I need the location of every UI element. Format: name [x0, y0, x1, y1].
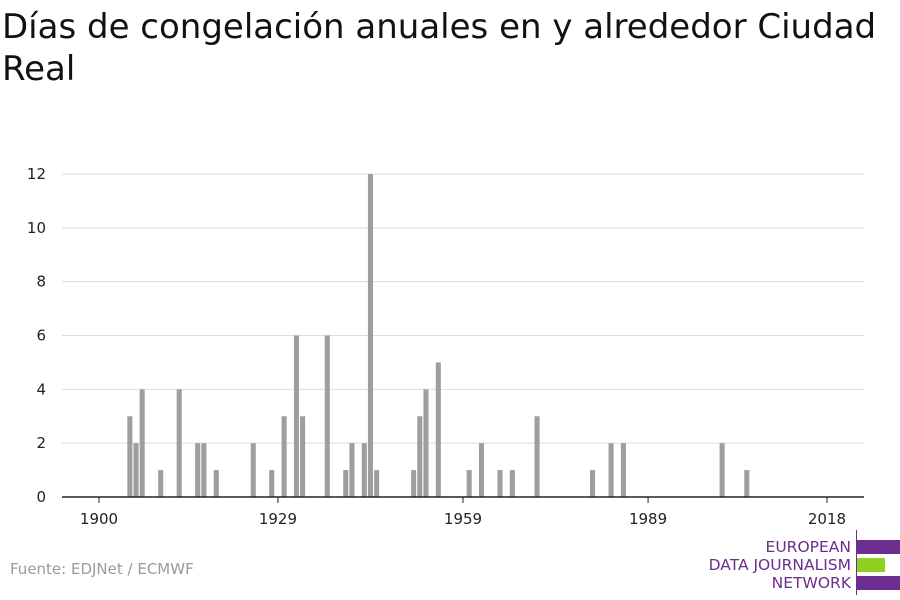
- logo-line-3: NETWORK: [771, 574, 851, 592]
- y-tick-label: 8: [36, 273, 46, 291]
- bar: [478, 443, 485, 497]
- source-note: Fuente: EDJNet / ECMWF: [10, 560, 194, 578]
- bars: [127, 174, 750, 497]
- y-tick-label: 12: [27, 165, 46, 183]
- bar: [417, 416, 423, 497]
- bar: [719, 443, 725, 497]
- bar: [158, 470, 164, 497]
- x-tick-label: 1989: [629, 510, 667, 528]
- bar: [213, 470, 219, 497]
- bar: [139, 389, 145, 497]
- logo-bar-middle: [857, 558, 885, 572]
- bar: [176, 389, 182, 497]
- bar: [300, 416, 306, 497]
- x-tick-label: 2018: [808, 510, 846, 528]
- chart-title: Días de congelación anuales en y alreded…: [2, 7, 877, 89]
- bar: [367, 174, 373, 497]
- bar: [195, 443, 201, 497]
- bar: [133, 443, 139, 497]
- bar: [361, 443, 367, 497]
- bar: [590, 470, 596, 497]
- bar: [423, 389, 429, 497]
- bar: [435, 362, 441, 497]
- bar: [744, 470, 750, 497]
- bar: [466, 470, 472, 497]
- bar: [374, 470, 380, 497]
- x-axis: [62, 496, 864, 503]
- bar: [608, 443, 614, 497]
- bar: [497, 470, 503, 497]
- logo-bar-top: [857, 540, 900, 554]
- x-tick-label: 1929: [259, 510, 297, 528]
- bar: [534, 416, 540, 497]
- gridlines: [62, 173, 864, 444]
- logo-line-1: EUROPEAN: [765, 538, 851, 556]
- bar: [281, 416, 287, 497]
- bar: [509, 470, 515, 497]
- y-tick-label: 10: [27, 219, 46, 237]
- bar: [349, 443, 355, 497]
- bar: [201, 443, 207, 497]
- x-tick-labels: 1900 1929 1959 1989 2018: [80, 510, 846, 528]
- logo-divider: [856, 530, 857, 595]
- bar: [269, 470, 275, 497]
- logo-bar-bottom: [857, 576, 900, 590]
- y-tick-labels: 0 2 4 6 8 10 12: [27, 165, 46, 506]
- bar: [127, 416, 133, 497]
- logo-line-2: DATA JOURNALISM: [708, 556, 851, 574]
- y-tick-label: 4: [36, 380, 46, 398]
- y-tick-label: 2: [36, 434, 46, 452]
- x-tick-label: 1900: [80, 510, 118, 528]
- bar: [343, 470, 349, 497]
- bar: [324, 335, 330, 497]
- bar: [411, 470, 417, 497]
- y-tick-label: 0: [36, 488, 46, 506]
- x-tick-label: 1959: [444, 510, 482, 528]
- y-tick-label: 6: [36, 327, 46, 345]
- bar: [620, 443, 626, 497]
- edjnet-logo: EUROPEAN DATA JOURNALISM NETWORK: [709, 538, 851, 592]
- bar: [293, 335, 299, 497]
- bar: [250, 443, 256, 497]
